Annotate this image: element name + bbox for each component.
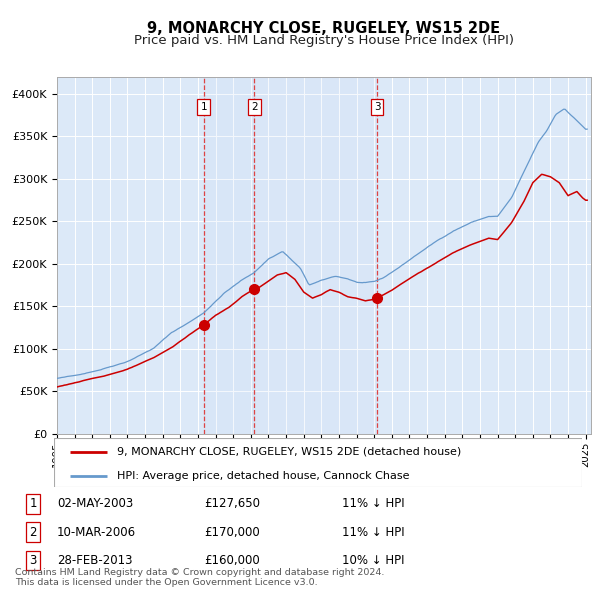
Text: 10% ↓ HPI: 10% ↓ HPI xyxy=(342,554,404,567)
Text: 10-MAR-2006: 10-MAR-2006 xyxy=(57,526,136,539)
Bar xyxy=(254,77,377,434)
Text: 28-FEB-2013: 28-FEB-2013 xyxy=(57,554,133,567)
Text: £127,650: £127,650 xyxy=(204,497,260,510)
Text: 11% ↓ HPI: 11% ↓ HPI xyxy=(342,526,404,539)
FancyBboxPatch shape xyxy=(54,438,582,487)
Text: 3: 3 xyxy=(29,554,37,567)
Text: 2: 2 xyxy=(29,526,37,539)
Text: HPI: Average price, detached house, Cannock Chase: HPI: Average price, detached house, Cann… xyxy=(118,471,410,481)
Text: 1: 1 xyxy=(29,497,37,510)
Text: Price paid vs. HM Land Registry's House Price Index (HPI): Price paid vs. HM Land Registry's House … xyxy=(134,34,514,47)
Text: Contains HM Land Registry data © Crown copyright and database right 2024.
This d: Contains HM Land Registry data © Crown c… xyxy=(15,568,385,587)
Bar xyxy=(204,77,254,434)
Text: £160,000: £160,000 xyxy=(204,554,260,567)
Text: 9, MONARCHY CLOSE, RUGELEY, WS15 2DE: 9, MONARCHY CLOSE, RUGELEY, WS15 2DE xyxy=(148,21,500,35)
Text: 1: 1 xyxy=(200,102,207,112)
Text: 2: 2 xyxy=(251,102,257,112)
Text: £170,000: £170,000 xyxy=(204,526,260,539)
Text: 3: 3 xyxy=(374,102,380,112)
Text: 9, MONARCHY CLOSE, RUGELEY, WS15 2DE (detached house): 9, MONARCHY CLOSE, RUGELEY, WS15 2DE (de… xyxy=(118,447,461,457)
Text: 11% ↓ HPI: 11% ↓ HPI xyxy=(342,497,404,510)
Text: 02-MAY-2003: 02-MAY-2003 xyxy=(57,497,133,510)
